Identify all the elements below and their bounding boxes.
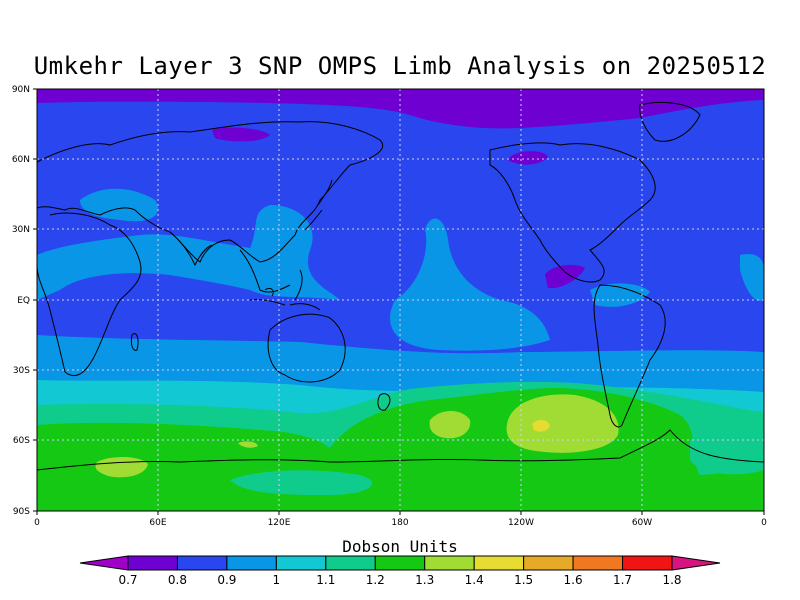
colorbar-swatch xyxy=(473,555,525,571)
colorbar-label: 1 xyxy=(273,573,281,587)
lon-label-60w: 60W xyxy=(632,518,652,528)
colorbar-swatch xyxy=(572,555,624,571)
colorbar-arrow-low xyxy=(79,555,129,571)
colorbar-swatch xyxy=(374,555,426,571)
north-america-coast xyxy=(489,142,656,283)
colorbar-swatch xyxy=(275,555,327,571)
japan-coast xyxy=(304,179,333,231)
level-1.0-central-pacific xyxy=(390,218,550,351)
africa-coast xyxy=(37,212,142,377)
lon-label-120e: 120E xyxy=(268,518,291,528)
lon-label-0-right: 0 xyxy=(761,518,767,528)
level-1.4-small-spot xyxy=(238,441,258,448)
units-label: Dobson Units xyxy=(342,537,458,556)
coastlines xyxy=(37,101,764,471)
level-0.8-mexico-patch xyxy=(545,264,585,289)
map-title: Umkehr Layer 3 SNP OMPS Limb Analysis on… xyxy=(33,52,767,80)
lon-label-120w: 120W xyxy=(508,518,534,528)
colorbar-swatch xyxy=(325,555,376,571)
madagascar-coast xyxy=(130,333,139,351)
level-1.4-patch-south-america xyxy=(506,394,619,453)
lat-label-90n: 90N xyxy=(12,85,30,95)
india-coast xyxy=(169,231,213,267)
colorbar-label: 1.5 xyxy=(514,573,533,587)
level-1.5-spot xyxy=(532,420,550,432)
lat-label-60s: 60S xyxy=(13,436,30,446)
lat-label-30n: 30N xyxy=(12,225,30,235)
level-1.0-east-pacific xyxy=(740,253,764,301)
lon-label-0-left: 0 xyxy=(34,518,40,528)
lat-label-90s: 90S xyxy=(13,507,30,517)
colorbar-label: 1.3 xyxy=(415,573,434,587)
colorbar-swatch xyxy=(176,555,228,571)
level-1.0-atlantic-patch xyxy=(590,283,650,307)
colorbar-label: 1.7 xyxy=(613,573,632,587)
lon-axis xyxy=(36,511,765,515)
level-0.8-arctic-band xyxy=(37,89,764,129)
colorbar-label: 1.8 xyxy=(662,573,681,587)
colorbar-label: 1.4 xyxy=(465,573,484,587)
colorbar-arrow-high xyxy=(671,555,721,571)
level-0.8-alaska-patch xyxy=(508,151,548,165)
new-zealand-coast xyxy=(377,393,391,411)
colorbar-label: 1.6 xyxy=(564,573,583,587)
europe-asia-coast xyxy=(37,121,383,263)
australia-coast xyxy=(267,313,346,383)
lat-label-60n: 60N xyxy=(12,155,30,165)
colorbar-swatch xyxy=(127,555,178,571)
level-1.2-antarctic-patch xyxy=(230,470,373,495)
colorbar-swatch xyxy=(424,555,475,571)
lat-axis xyxy=(33,88,37,512)
colorbar: 0.7 0.8 0.9 1 1.1 1.2 1.3 1.4 1.5 1.6 1.7 1.8 xyxy=(79,555,721,587)
colorbar-swatch xyxy=(622,555,673,571)
colorbar-swatch xyxy=(523,555,574,571)
colorbar-label: 0.8 xyxy=(168,573,187,587)
lat-label-30s: 30S xyxy=(13,366,30,376)
colorbar-label: 1.1 xyxy=(316,573,335,587)
greenland-coast xyxy=(639,101,701,142)
se-asia-coast xyxy=(239,249,303,301)
level-1.4-patch-pacific xyxy=(429,411,471,439)
colorbar-label: 0.7 xyxy=(118,573,137,587)
grid xyxy=(37,89,764,511)
lon-label-60e: 60E xyxy=(149,518,166,528)
level-0.8-siberia-patch xyxy=(212,127,270,142)
colorbar-swatch xyxy=(226,555,277,571)
lat-label-eq: EQ xyxy=(17,296,30,306)
south-america-coast xyxy=(593,284,666,428)
antarctica-coast xyxy=(37,429,764,471)
colorbar-label: 1.2 xyxy=(366,573,385,587)
colorbar-label: 0.9 xyxy=(217,573,236,587)
lon-label-180: 180 xyxy=(391,518,408,528)
